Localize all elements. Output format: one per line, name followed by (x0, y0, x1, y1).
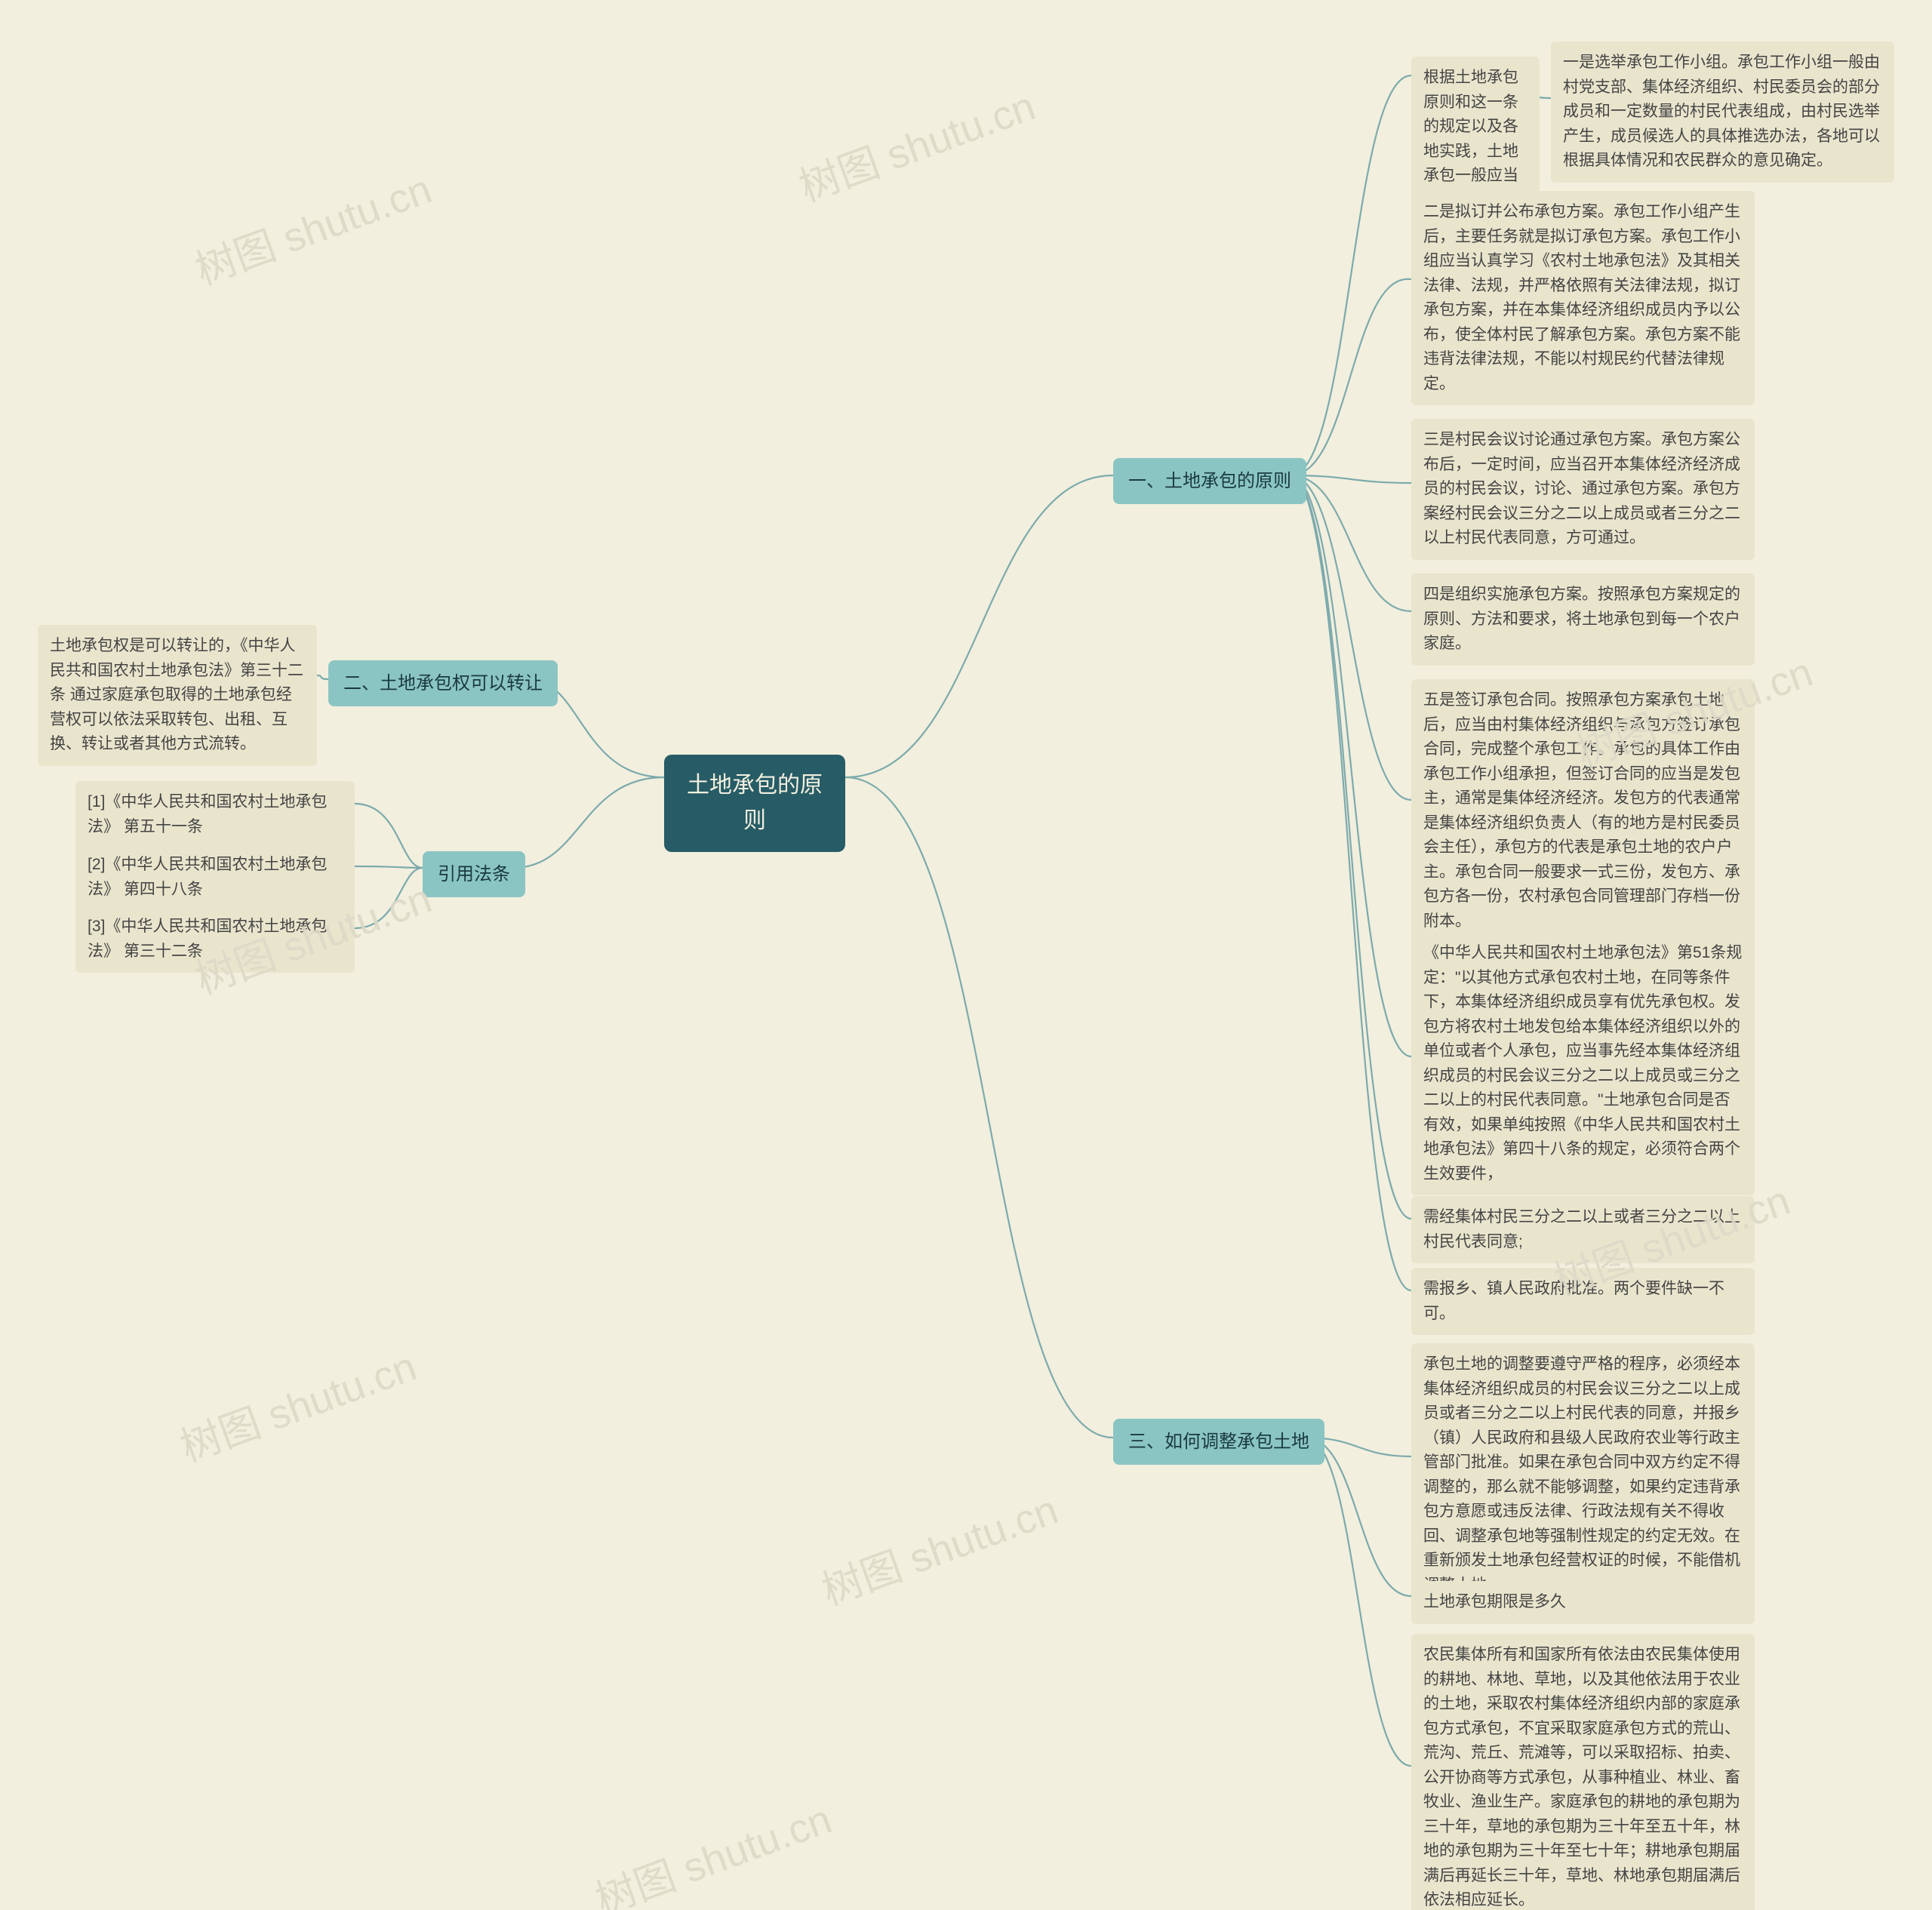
leaf-node: [3]《中华人民共和国农村土地承包法》 第三十二条 (75, 906, 355, 973)
leaf-node: 土地承包权是可以转让的，《中华人民共和国农村土地承包法》第三十二条 通过家庭承包… (38, 625, 317, 766)
branch-adjust: 三、如何调整承包土地 (1113, 1419, 1324, 1465)
leaf-node: 一是选举承包工作小组。承包工作小组一般由村党支部、集体经济组织、村民委员会的部分… (1551, 42, 1894, 183)
leaf-node: 承包土地的调整要遵守严格的程序，必须经本集体经济组织成员的村民会议三分之二以上成… (1411, 1343, 1755, 1607)
edge (1291, 475, 1411, 611)
edge (1306, 1438, 1411, 1766)
leaf-node: 需报乡、镇人民政府批准。两个要件缺一不可。 (1411, 1268, 1755, 1335)
edge (317, 675, 328, 679)
watermark: 树图 shutu.cn (789, 72, 1041, 213)
edge (845, 777, 1113, 1438)
edge (1291, 75, 1411, 475)
leaf-node: 四是组织实施承包方案。按照承包方案规定的原则、方法和要求，将土地承包到每一个农户… (1411, 574, 1755, 666)
leaf-node: 农民集体所有和国家所有依法由农民集体使用的耕地、林地、草地，以及其他依法用于农业… (1411, 1634, 1755, 1910)
watermark: 树图 shutu.cn (812, 1476, 1064, 1616)
edge (513, 777, 664, 868)
edge (1291, 475, 1411, 1290)
edge (355, 868, 423, 928)
leaf-node: 需经集体村民三分之二以上或者三分之二以上村民代表同意; (1411, 1196, 1755, 1263)
leaf-node: 五是签订承包合同。按照承包方案承包土地后，应当由村集体经济组织与承包方签订承包合… (1411, 679, 1755, 943)
branch-citations: 引用法条 (423, 851, 525, 897)
edge (1291, 475, 1411, 800)
watermark: 树图 shutu.cn (171, 1333, 423, 1473)
watermark: 树图 shutu.cn (186, 155, 438, 296)
leaf-node: 《中华人民共和国农村土地承包法》第51条规定："以其他方式承包农村土地，在同等条… (1411, 932, 1755, 1195)
leaf-node: 二是拟订并公布承包方案。承包工作小组产生后，主要任务就是拟订承包方案。承包工作小… (1411, 191, 1755, 405)
leaf-node: 土地承包期限是多久 (1411, 1581, 1755, 1624)
edge (1291, 475, 1411, 483)
branch-transfer: 二、土地承包权可以转让 (328, 660, 558, 706)
edge (1291, 475, 1411, 1056)
edge (845, 475, 1113, 777)
edge (1291, 279, 1411, 475)
edge (1291, 475, 1411, 1219)
branch-principles: 一、土地承包的原则 (1113, 458, 1306, 504)
root-node: 土地承包的原则 (664, 755, 845, 852)
leaf-node: [2]《中华人民共和国农村土地承包法》 第四十八条 (75, 844, 355, 911)
leaf-node: 三是村民会议讨论通过承包方案。承包方案公布后，一定时间，应当召开本集体经济经济成… (1411, 419, 1755, 560)
edge (355, 866, 423, 868)
leaf-node: [1]《中华人民共和国农村土地承包法》 第五十一条 (75, 781, 355, 848)
edge (355, 804, 423, 868)
watermark: 树图 shutu.cn (586, 1785, 838, 1910)
